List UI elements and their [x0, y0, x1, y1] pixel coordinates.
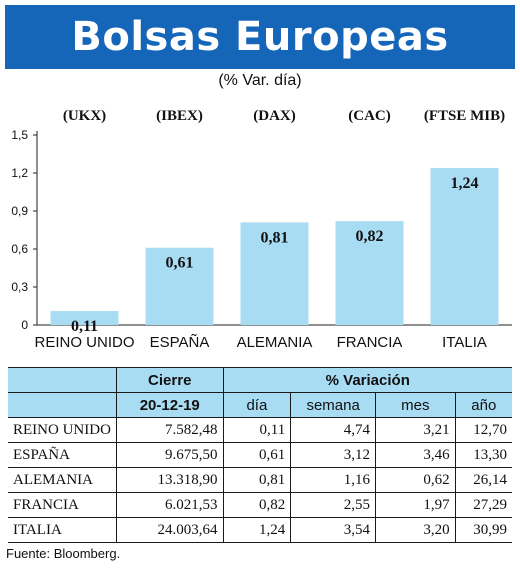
header-mes: mes — [375, 392, 456, 418]
data-label: 0,82 — [356, 228, 384, 245]
y-tick-label: 0,9 — [11, 204, 28, 218]
index-label: (CAC) — [348, 108, 391, 124]
row-anio: 27,29 — [454, 492, 512, 518]
row-country: FRANCIA — [8, 492, 117, 518]
data-table: Cierre % Variación 20-12-19 día semana m… — [8, 367, 512, 543]
row-dia: 1,24 — [222, 517, 292, 543]
row-cierre: 9.675,50 — [115, 442, 224, 468]
header-semana: semana — [290, 392, 377, 418]
row-semana: 3,12 — [290, 442, 377, 468]
table-row: REINO UNIDO 7.582,48 0,11 4,74 3,21 12,7… — [8, 417, 512, 443]
row-cierre: 24.003,64 — [115, 517, 224, 543]
row-country: ESPAÑA — [8, 442, 117, 468]
x-tick-label: ITALIA — [442, 334, 487, 351]
index-label: (FTSE MIB) — [424, 108, 505, 124]
table-row: FRANCIA 6.021,53 0,82 2,55 1,97 27,29 — [8, 492, 512, 518]
header-dia: día — [222, 392, 292, 418]
x-tick-label: FRANCIA — [337, 334, 403, 351]
x-tick-label: ALEMANIA — [237, 334, 313, 351]
source-note: Fuente: Bloomberg. — [6, 546, 121, 561]
row-anio: 13,30 — [454, 442, 512, 468]
chart-subtitle: (% Var. día) — [218, 72, 302, 89]
header-variacion: % Variación — [222, 367, 512, 393]
table-row: ITALIA 24.003,64 1,24 3,54 3,20 30,99 — [8, 517, 512, 543]
bar — [50, 311, 119, 325]
row-mes: 1,97 — [375, 492, 456, 518]
row-dia: 0,82 — [222, 492, 292, 518]
y-tick-label: 0,3 — [11, 280, 28, 294]
row-country: ALEMANIA — [8, 467, 117, 493]
index-label: (DAX) — [253, 108, 296, 124]
table-row: ALEMANIA 13.318,90 0,81 1,16 0,62 26,14 — [8, 467, 512, 493]
bar — [335, 221, 404, 325]
bar — [240, 222, 309, 325]
page-title: Bolsas Europeas — [5, 5, 515, 69]
row-semana: 3,54 — [290, 517, 377, 543]
row-mes: 3,46 — [375, 442, 456, 468]
table-row: ESPAÑA 9.675,50 0,61 3,12 3,46 13,30 — [8, 442, 512, 468]
row-mes: 3,20 — [375, 517, 456, 543]
data-label: 0,11 — [71, 318, 98, 335]
row-dia: 0,81 — [222, 467, 292, 493]
y-tick-label: 0,6 — [11, 242, 28, 256]
index-label: (UKX) — [63, 108, 106, 124]
bar-chart: 0 0,3 0,6 0,9 1,2 1,5 0,11 (UKX) REINO UNIDO 0,61… — [11, 108, 512, 351]
data-label: 0,61 — [166, 255, 194, 272]
row-semana: 2,55 — [290, 492, 377, 518]
row-semana: 4,74 — [290, 417, 377, 443]
row-dia: 0,61 — [222, 442, 292, 468]
header-date: 20-12-19 — [115, 392, 224, 418]
header-cierre: Cierre — [115, 367, 224, 393]
row-anio: 30,99 — [454, 517, 512, 543]
row-country: REINO UNIDO — [8, 417, 117, 443]
row-semana: 1,16 — [290, 467, 377, 493]
bar — [430, 167, 499, 325]
x-tick-label: REINO UNIDO — [34, 334, 134, 351]
x-tick-label: ESPAÑA — [150, 334, 210, 351]
index-label: (IBEX) — [156, 108, 203, 124]
header-anio: año — [454, 392, 512, 418]
data-label: 0,81 — [261, 229, 289, 246]
row-cierre: 13.318,90 — [115, 467, 224, 493]
row-dia: 0,11 — [222, 417, 292, 443]
table-header-blank-2 — [8, 392, 117, 418]
row-cierre: 6.021,53 — [115, 492, 224, 518]
table-group-header-row: Cierre % Variación — [8, 367, 512, 393]
table-header-blank — [8, 367, 117, 393]
row-cierre: 7.582,48 — [115, 417, 224, 443]
table-sub-header-row: 20-12-19 día semana mes año — [8, 392, 512, 418]
y-tick-label: 1,5 — [11, 128, 28, 142]
row-mes: 3,21 — [375, 417, 456, 443]
row-anio: 12,70 — [454, 417, 512, 443]
row-country: ITALIA — [8, 517, 117, 543]
y-tick-label: 0 — [21, 318, 28, 332]
bar — [145, 247, 214, 325]
row-mes: 0,62 — [375, 467, 456, 493]
y-tick-label: 1,2 — [11, 166, 28, 180]
data-label: 1,24 — [451, 175, 479, 192]
row-anio: 26,14 — [454, 467, 512, 493]
